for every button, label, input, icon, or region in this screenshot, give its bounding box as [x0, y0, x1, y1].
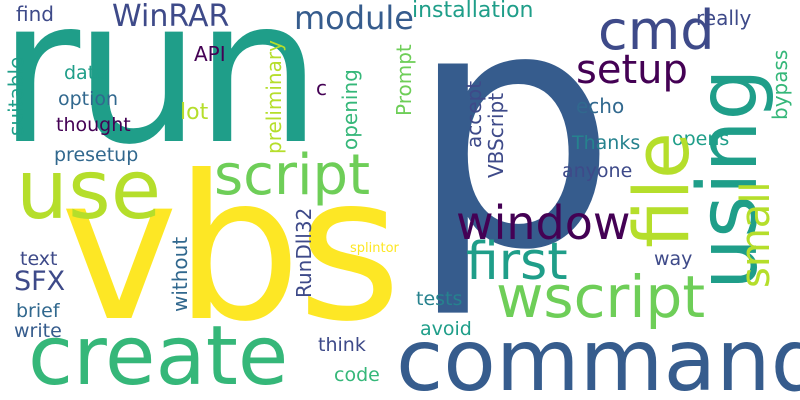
word-echo: echo: [576, 94, 625, 118]
word-small: small: [733, 181, 779, 288]
word-cmd: cmd: [598, 0, 715, 62]
word-module: module: [294, 0, 414, 37]
word-c: c: [316, 76, 327, 100]
word-data: data: [64, 62, 107, 84]
word-way: way: [654, 248, 693, 270]
word-avoid: avoid: [420, 318, 472, 340]
word-use: use: [16, 143, 162, 238]
word-really: really: [696, 6, 752, 30]
word-vbs: vbs: [60, 133, 402, 366]
word-find: find: [16, 2, 54, 26]
word-api: API: [194, 42, 226, 66]
word-script: script: [214, 143, 371, 208]
word-anyone: anyone: [562, 160, 633, 182]
word-run: run: [0, 0, 322, 189]
word-prompt: Prompt: [392, 44, 416, 116]
word-rundll32: RunDll32: [292, 207, 316, 298]
word-opens: opens: [672, 128, 730, 150]
word-tests: tests: [416, 288, 463, 310]
word-thanks: Thanks: [572, 132, 641, 154]
word-opening: opening: [338, 69, 362, 150]
word-create: create: [28, 309, 289, 400]
word-file: file: [617, 132, 706, 248]
word-sfx: SFX: [14, 266, 66, 297]
word-thought: thought: [56, 114, 131, 136]
word-setup: setup: [576, 47, 688, 93]
word-presetup: presetup: [54, 144, 139, 166]
word-preliminary: preliminary: [262, 40, 286, 154]
word-write: write: [14, 320, 62, 342]
word-splintor: splintor: [350, 241, 399, 256]
word-think: think: [318, 334, 366, 356]
word-winrar: WinRAR: [112, 0, 230, 34]
word-text: text: [20, 248, 58, 270]
word-lot: lot: [180, 100, 209, 125]
word-without: without: [168, 236, 192, 312]
word-wscript: wscript: [496, 263, 706, 331]
word-p: p: [408, 0, 618, 322]
word-window: window: [456, 196, 631, 250]
word-brief: brief: [16, 300, 60, 322]
word-code: code: [334, 364, 380, 386]
word-bypass: bypass: [768, 49, 792, 120]
word-command: command: [396, 311, 800, 400]
word-installation: installation: [412, 0, 534, 23]
word-suitable: suitable: [4, 56, 28, 136]
word-accept: accept: [462, 80, 486, 148]
word-option: option: [58, 88, 119, 110]
word-vbscript: VBScript: [484, 92, 508, 178]
word-first: first: [466, 232, 568, 292]
